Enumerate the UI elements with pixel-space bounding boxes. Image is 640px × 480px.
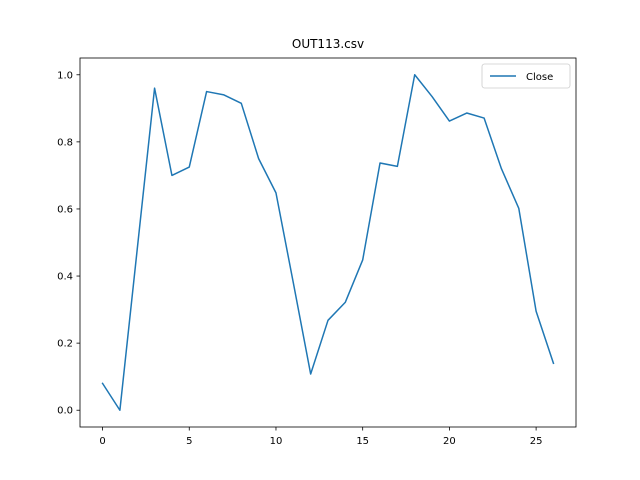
x-tick-label: 0 (99, 436, 105, 447)
chart-title: OUT113.csv (292, 37, 364, 51)
y-tick-label: 0.2 (57, 339, 73, 350)
y-tick-label: 0.0 (57, 406, 73, 417)
y-tick-label: 0.6 (57, 204, 73, 215)
y-tick-label: 0.8 (57, 137, 73, 148)
plot-area (79, 57, 577, 428)
axes-frame (79, 57, 577, 428)
legend: Close (481, 63, 571, 89)
x-tick-label: 5 (186, 436, 192, 447)
x-tick-label: 25 (530, 436, 543, 447)
y-tick-label: 0.4 (57, 272, 73, 283)
x-tick-label: 15 (356, 436, 369, 447)
series-line-close (101, 74, 555, 411)
y-tick-label: 1.0 (57, 70, 73, 81)
series-group (101, 74, 555, 411)
legend-label: Close (526, 72, 553, 83)
x-tick-label: 10 (270, 436, 283, 447)
ticks-group: 0 5 10 15 20 25 0.0 0.2 0.4 0.6 0.8 1.0 (57, 70, 542, 447)
legend-box (481, 63, 571, 89)
x-tick-label: 20 (443, 436, 456, 447)
